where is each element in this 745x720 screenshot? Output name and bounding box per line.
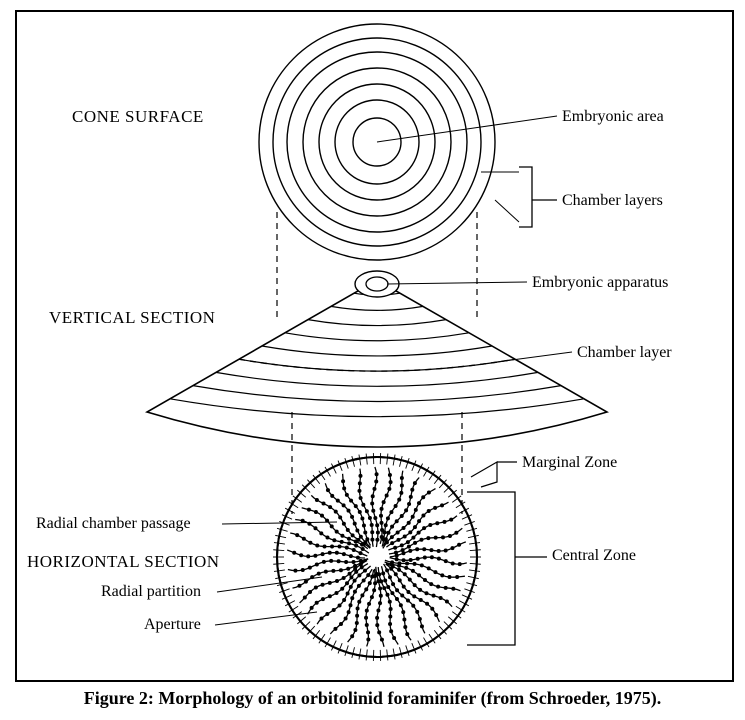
- label-radial-chamber-passage: Radial chamber passage: [36, 515, 191, 533]
- label-radial-partition: Radial partition: [101, 583, 201, 601]
- label-chamber-layers: Chamber layers: [562, 192, 663, 210]
- label-marginal-zone: Marginal Zone: [522, 454, 617, 472]
- figure-caption: Figure 2: Morphology of an orbitolinid f…: [0, 688, 745, 709]
- figure-frame: CONE SURFACE VERTICAL SECTION HORIZONTAL…: [15, 10, 734, 682]
- label-central-zone: Central Zone: [552, 547, 636, 565]
- section-horizontal-section: HORIZONTAL SECTION: [27, 552, 220, 572]
- label-embryonic-apparatus: Embryonic apparatus: [532, 274, 668, 292]
- section-vertical-section: VERTICAL SECTION: [49, 308, 215, 328]
- section-cone-surface: CONE SURFACE: [72, 107, 204, 127]
- label-aperture: Aperture: [144, 616, 201, 634]
- label-embryonic-area: Embryonic area: [562, 108, 664, 126]
- label-chamber-layer: Chamber layer: [577, 344, 672, 362]
